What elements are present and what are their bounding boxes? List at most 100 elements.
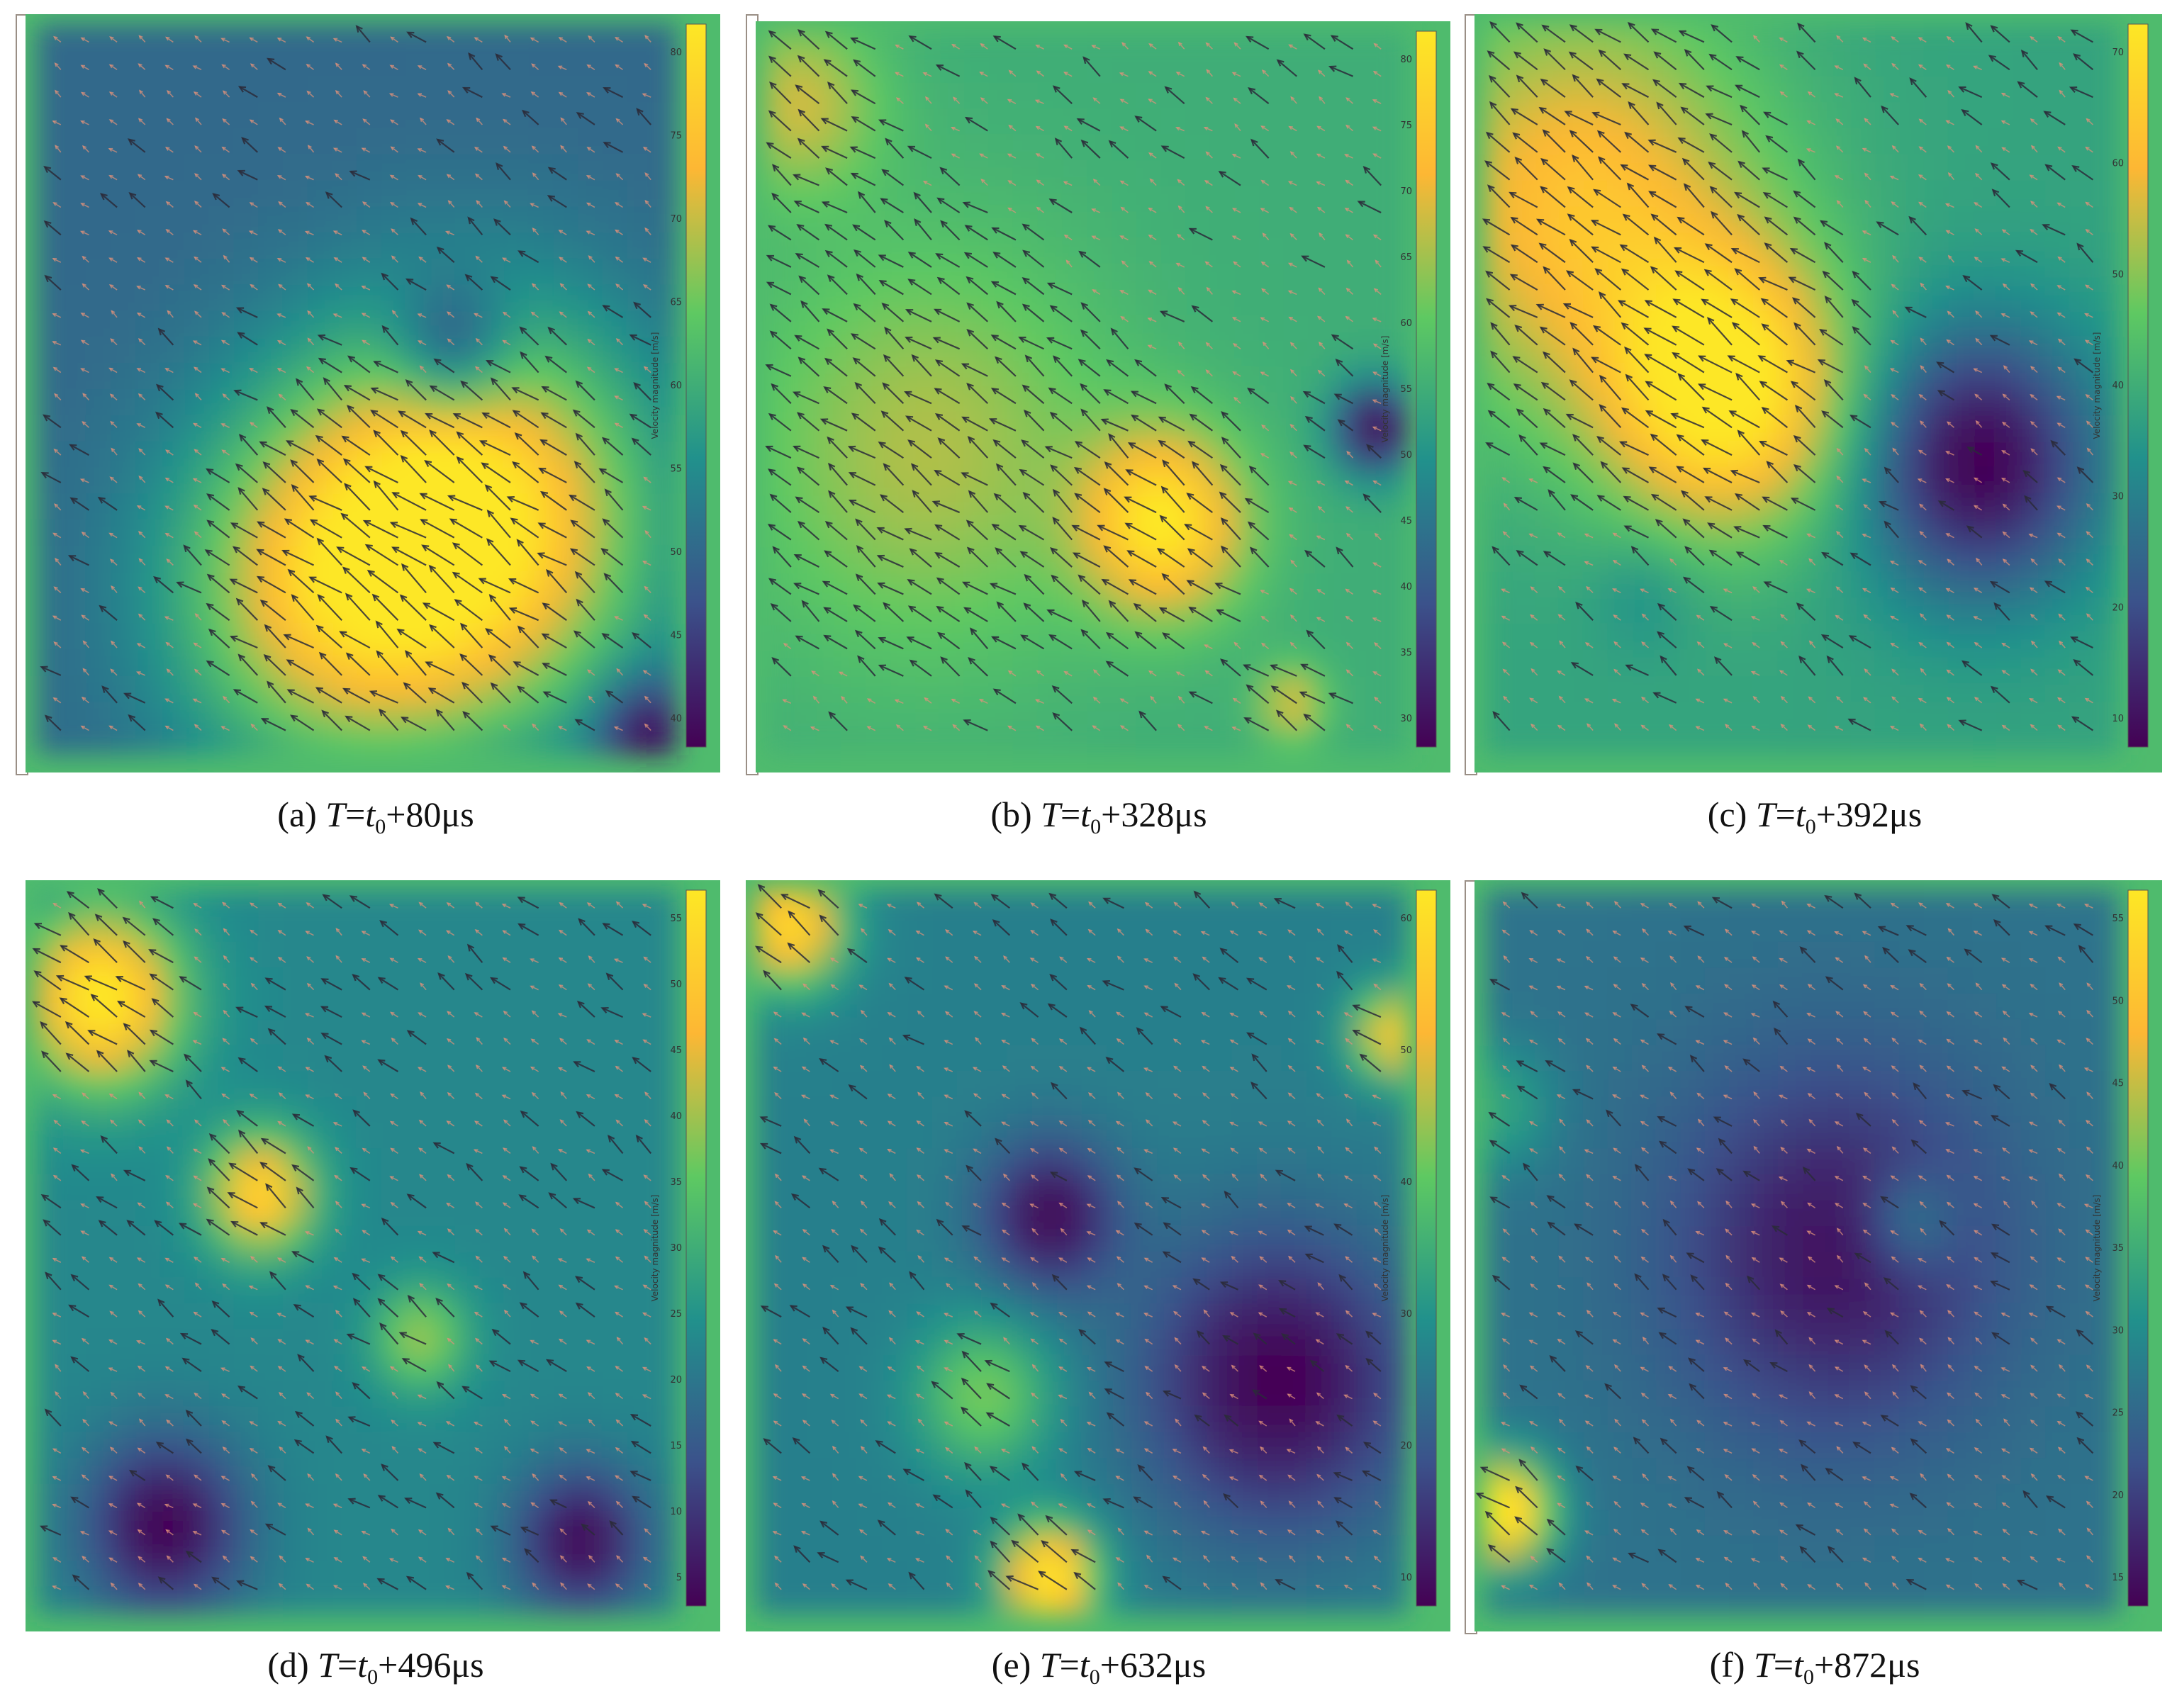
heat-cell	[208, 50, 235, 77]
quiver-arrow	[995, 548, 1017, 568]
quiver-arrow-head	[166, 558, 171, 563]
quiver-arrow	[335, 90, 342, 98]
quiver-arrow-head	[1806, 120, 1811, 125]
quiver-arrow	[867, 726, 876, 731]
quiver-arrow-head	[1119, 99, 1124, 103]
quiver-arrow-head	[1048, 387, 1056, 395]
heat-cell	[1826, 128, 1852, 155]
quiver-arrow-head	[52, 258, 57, 262]
quiver-arrow-head	[602, 305, 610, 312]
quiver-arrow-head	[79, 230, 85, 235]
quiver-arrow-head	[1022, 492, 1031, 500]
quiver-arrow	[1188, 441, 1213, 459]
heat-cell	[890, 728, 916, 755]
quiver-arrow	[1261, 643, 1270, 650]
quiver-arrow-head	[403, 682, 411, 690]
quiver-arrow	[997, 301, 1017, 322]
heat-cell	[1656, 284, 1681, 312]
heat-cell	[37, 597, 62, 625]
heat-cell	[1012, 676, 1039, 704]
quiver-arrow-head	[43, 220, 52, 228]
heat-cell	[578, 259, 603, 286]
heat-cell	[578, 545, 603, 573]
heat-cell	[282, 649, 308, 677]
quiver-arrow	[450, 518, 483, 539]
quiver-arrow-head	[961, 363, 970, 370]
quiver-arrow	[1737, 214, 1760, 236]
quiver-arrow-head	[1485, 298, 1494, 305]
heat-cell	[1656, 649, 1681, 677]
quiver-arrow	[1270, 664, 1297, 677]
heat-cell	[61, 597, 87, 625]
quiver-arrow-head	[605, 690, 613, 697]
quiver-arrow-head	[127, 138, 135, 146]
quiver-arrow	[1318, 288, 1326, 295]
quiver-arrow-head	[1260, 371, 1265, 376]
heat-cell	[1607, 519, 1633, 546]
quiver-arrow	[1052, 685, 1073, 704]
quiver-arrow	[643, 257, 651, 263]
quiver-arrow	[43, 415, 62, 429]
quiver-arrow-head	[1822, 270, 1830, 279]
quiver-arrow	[1078, 359, 1101, 377]
quiver-arrow-head	[108, 284, 114, 288]
quiver-arrow	[1301, 663, 1326, 677]
quiver-arrow-head	[906, 636, 914, 644]
quiver-arrow	[1165, 384, 1185, 405]
quiver-arrow	[362, 230, 371, 236]
quiver-arrow	[518, 250, 539, 264]
caption-a-label: (a)	[277, 794, 317, 834]
heat-cell	[405, 363, 432, 390]
heat-cell	[1583, 76, 1608, 103]
heat-cell	[1283, 728, 1309, 755]
heat-cell	[528, 24, 554, 51]
quiver-arrow-head	[53, 448, 58, 454]
quiver-arrow-head	[490, 377, 498, 386]
quiver-arrow	[1595, 268, 1622, 291]
quiver-arrow	[371, 410, 399, 429]
quiver-arrow	[447, 174, 455, 181]
quiver-arrow	[1036, 45, 1044, 50]
quiver-arrow-head	[851, 116, 859, 123]
heat-cell	[1382, 393, 1407, 420]
quiver-arrow-head	[767, 225, 776, 232]
quiver-arrow-head	[475, 255, 480, 260]
quiver-arrow-head	[136, 313, 142, 317]
quiver-arrow-head	[276, 368, 282, 372]
heat-cell	[939, 470, 965, 497]
quiver-arrow-head	[827, 82, 835, 89]
quiver-arrow	[1742, 130, 1761, 153]
quiver-arrow	[644, 366, 651, 373]
heat-cell	[258, 24, 284, 51]
quiver-arrow-head	[1134, 116, 1143, 123]
heat-cell	[1136, 134, 1162, 162]
quiver-arrow-head	[1288, 125, 1293, 130]
quiver-arrow-head	[642, 505, 647, 510]
quiver-arrow	[285, 518, 315, 539]
quiver-arrow	[856, 546, 876, 568]
quiver-arrow	[575, 571, 595, 594]
quiver-arrow-head	[164, 257, 169, 262]
heat-cell	[1534, 102, 1560, 130]
quiver-arrow-head	[614, 229, 620, 234]
quiver-arrow-head	[940, 656, 948, 664]
quiver-arrow-head	[123, 692, 132, 700]
quiver-arrow	[110, 476, 118, 483]
quiver-arrow-head	[1018, 524, 1026, 532]
quiver-arrow-head	[1705, 113, 1713, 120]
quiver-arrow	[1192, 305, 1214, 322]
quiver-arrow-head	[135, 671, 141, 675]
heat-cell	[405, 154, 432, 181]
heat-cell	[184, 728, 210, 755]
heat-cell	[1160, 212, 1186, 239]
heat-cell	[2093, 415, 2119, 442]
heat-cell	[135, 728, 161, 755]
quiver-arrow	[1120, 72, 1129, 77]
heat-cell	[86, 76, 112, 103]
quiver-arrow-head	[307, 145, 312, 150]
heat-cell	[1012, 31, 1039, 58]
quiver-arrow	[194, 449, 202, 456]
quiver-arrow-head	[502, 118, 508, 123]
quiver-arrow	[221, 726, 230, 731]
quiver-arrow	[1963, 275, 1983, 291]
